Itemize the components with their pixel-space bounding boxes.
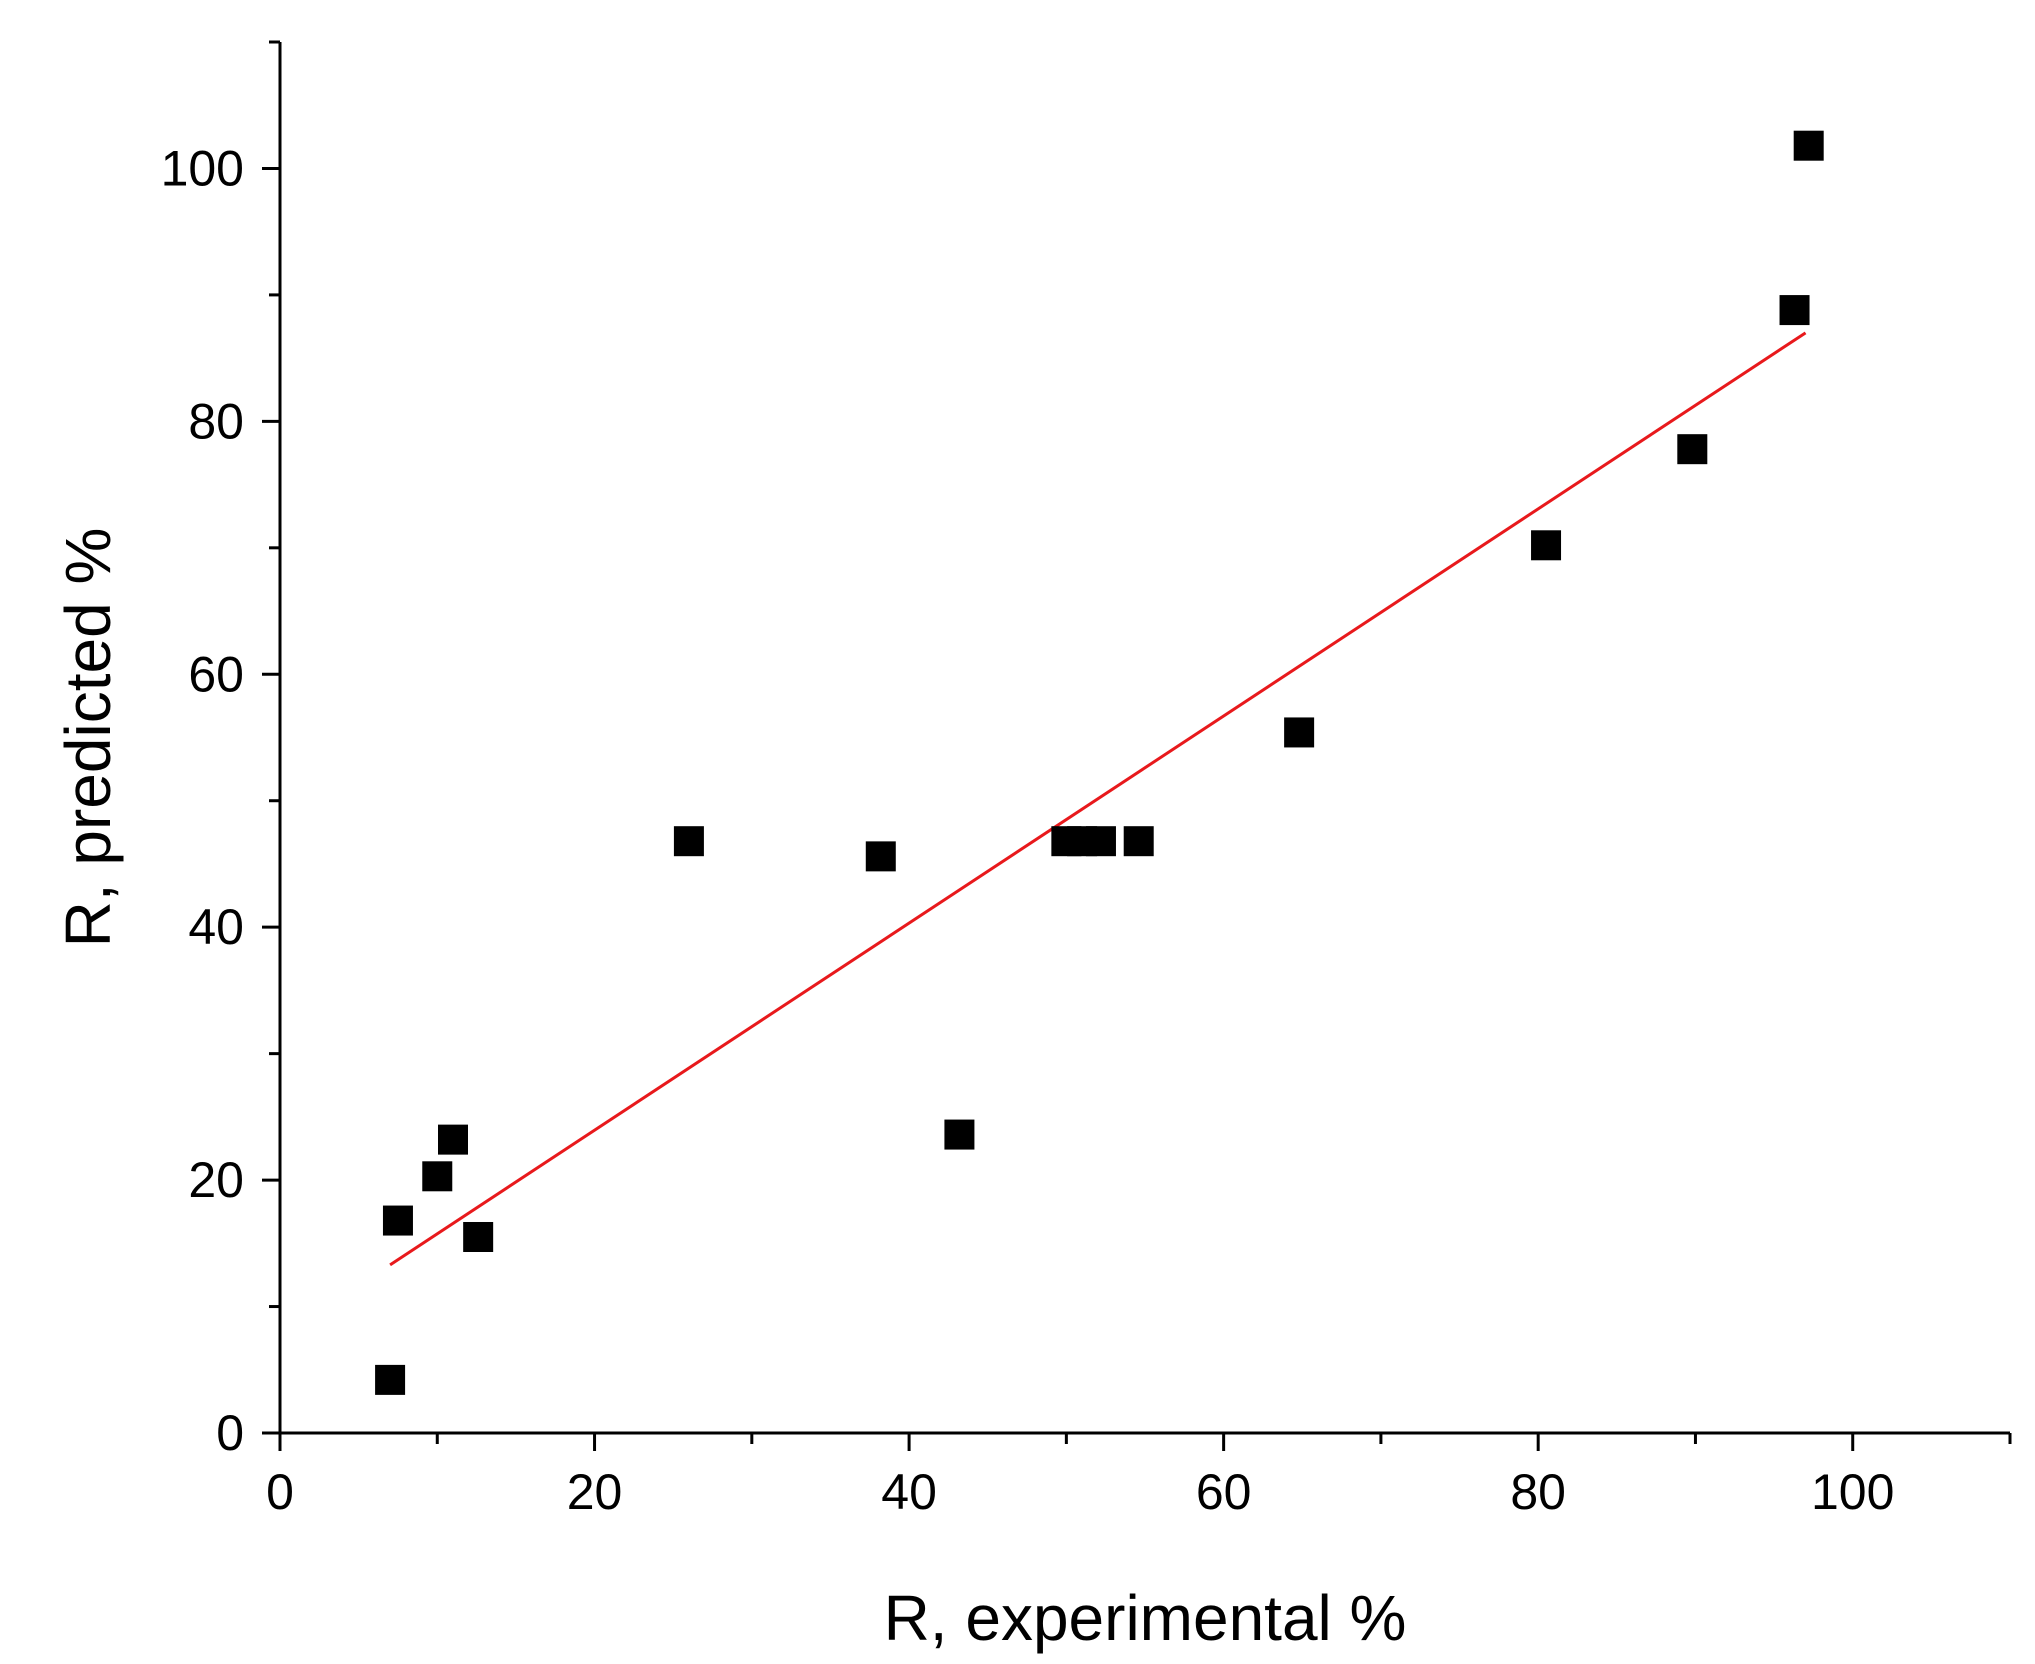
data-point — [1677, 434, 1708, 465]
axes: 0 20 40 60 80 100 0 20 40 60 80 100 — [161, 40, 2012, 1520]
fit-line — [389, 331, 1807, 1267]
data-point — [673, 826, 704, 857]
x-tick-label: 40 — [881, 1464, 937, 1520]
y-tick-label: 0 — [216, 1405, 244, 1461]
x-tick-label: 20 — [567, 1464, 623, 1520]
x-tick-label: 0 — [266, 1464, 294, 1520]
y-tick-label: 60 — [188, 646, 244, 702]
data-point — [1085, 826, 1116, 857]
data-point — [382, 1205, 413, 1236]
x-tick-label: 100 — [1811, 1464, 1894, 1520]
y-tick-label: 80 — [188, 393, 244, 449]
x-tick-label: 80 — [1510, 1464, 1566, 1520]
y-tick-label: 20 — [188, 1152, 244, 1208]
data-point — [1793, 130, 1824, 161]
y-tick-label: 100 — [161, 140, 244, 196]
data-points-layer — [375, 130, 1824, 1395]
y-tick-label: 40 — [188, 899, 244, 955]
data-point — [944, 1119, 975, 1150]
data-point — [375, 1364, 406, 1395]
y-axis-title: R, predicted % — [52, 528, 124, 948]
data-point — [1779, 295, 1810, 326]
data-point — [1284, 717, 1315, 748]
fit-line-layer — [389, 331, 1807, 1267]
data-point — [1531, 530, 1562, 561]
data-point — [865, 841, 896, 872]
data-point — [422, 1161, 453, 1192]
data-point — [1123, 826, 1154, 857]
x-axis-title: R, experimental % — [884, 1582, 1407, 1654]
data-point — [463, 1221, 494, 1252]
data-point — [438, 1124, 468, 1155]
x-tick-label: 60 — [1196, 1464, 1252, 1520]
